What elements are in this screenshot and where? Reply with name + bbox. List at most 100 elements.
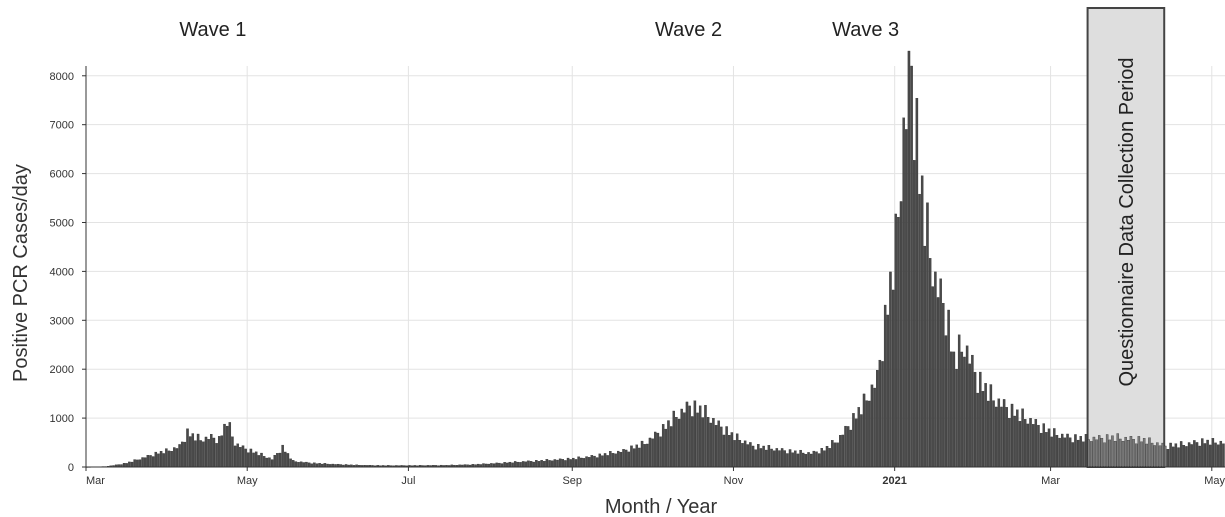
bar [1187, 442, 1191, 468]
bar [574, 459, 578, 468]
bar [159, 451, 163, 468]
bar [1129, 436, 1133, 468]
bar [669, 426, 673, 468]
bar [984, 383, 987, 468]
bar [987, 400, 990, 468]
bar [820, 448, 823, 468]
bar [1045, 432, 1048, 468]
bar [728, 435, 731, 468]
gridlines [86, 66, 1225, 468]
bar [648, 437, 652, 468]
bar [772, 450, 776, 468]
bar [741, 443, 744, 468]
bar [881, 361, 884, 468]
bar [543, 461, 546, 468]
x-tick-label: Sep [562, 475, 582, 487]
bar [1031, 424, 1035, 468]
bar [215, 443, 218, 468]
bar [202, 441, 205, 468]
bar [767, 445, 771, 468]
questionnaire-period-label: Questionnaire Data Collection Period [1116, 57, 1138, 386]
bar [191, 433, 195, 468]
bar [519, 462, 522, 468]
bar [1055, 435, 1059, 468]
bar [1150, 442, 1154, 468]
bar [886, 314, 890, 468]
bar [167, 450, 171, 468]
bar [1193, 440, 1196, 468]
bar [553, 459, 557, 468]
bar [299, 461, 303, 468]
bar [130, 461, 134, 468]
bar [971, 354, 974, 468]
bar [289, 458, 292, 468]
bar [775, 448, 779, 468]
bar [564, 460, 567, 468]
bar [992, 400, 995, 468]
bar [783, 450, 786, 468]
bar [947, 309, 950, 468]
bar [1161, 442, 1164, 468]
bar [854, 418, 858, 468]
bar [680, 408, 683, 468]
bar [508, 461, 512, 468]
bar [268, 457, 271, 468]
bar [1158, 445, 1162, 468]
bar [278, 452, 282, 468]
bar [1098, 435, 1101, 468]
bar [656, 432, 660, 468]
bar [1100, 437, 1104, 468]
bar [762, 445, 765, 468]
bar [915, 98, 919, 468]
bar [796, 453, 800, 468]
bar [1108, 439, 1112, 468]
bar [595, 457, 599, 468]
bar [923, 245, 927, 468]
bar [1182, 445, 1186, 468]
bar [1037, 424, 1040, 468]
bar [540, 460, 543, 468]
bar [651, 438, 654, 468]
bar [294, 461, 298, 468]
wave-annotation: Wave 2 [655, 19, 722, 41]
x-tick-label: Mar [86, 475, 105, 487]
bar [825, 446, 829, 468]
bar [751, 445, 755, 468]
bar [1090, 441, 1093, 468]
bar [1082, 441, 1085, 468]
bar [1185, 446, 1188, 468]
bar [1198, 445, 1201, 468]
y-tick-label: 2000 [50, 364, 74, 376]
bar [926, 202, 929, 468]
bar [743, 440, 747, 468]
bar [627, 451, 631, 468]
bar [548, 460, 551, 468]
bar [1066, 433, 1069, 468]
x-tick-label: May [237, 475, 258, 487]
x-tick-label: 2021 [882, 475, 906, 487]
bar [1029, 418, 1032, 468]
bar [204, 436, 208, 468]
bar [1216, 444, 1220, 468]
bar [125, 463, 128, 468]
bar [849, 429, 853, 468]
bar [704, 404, 707, 468]
bar [143, 457, 147, 468]
bar [738, 440, 742, 468]
bar [994, 406, 998, 468]
bar [696, 412, 699, 468]
bar [902, 117, 905, 468]
bar [868, 400, 871, 468]
bar [1179, 441, 1183, 468]
bar [162, 453, 165, 468]
bar [891, 289, 895, 468]
bar [1050, 436, 1053, 468]
bar [1058, 437, 1061, 468]
bar [968, 363, 971, 468]
bar [217, 436, 221, 468]
bar [757, 444, 760, 468]
bar [284, 451, 287, 468]
bar [817, 453, 821, 468]
bar [1111, 435, 1114, 468]
bar [490, 463, 493, 468]
